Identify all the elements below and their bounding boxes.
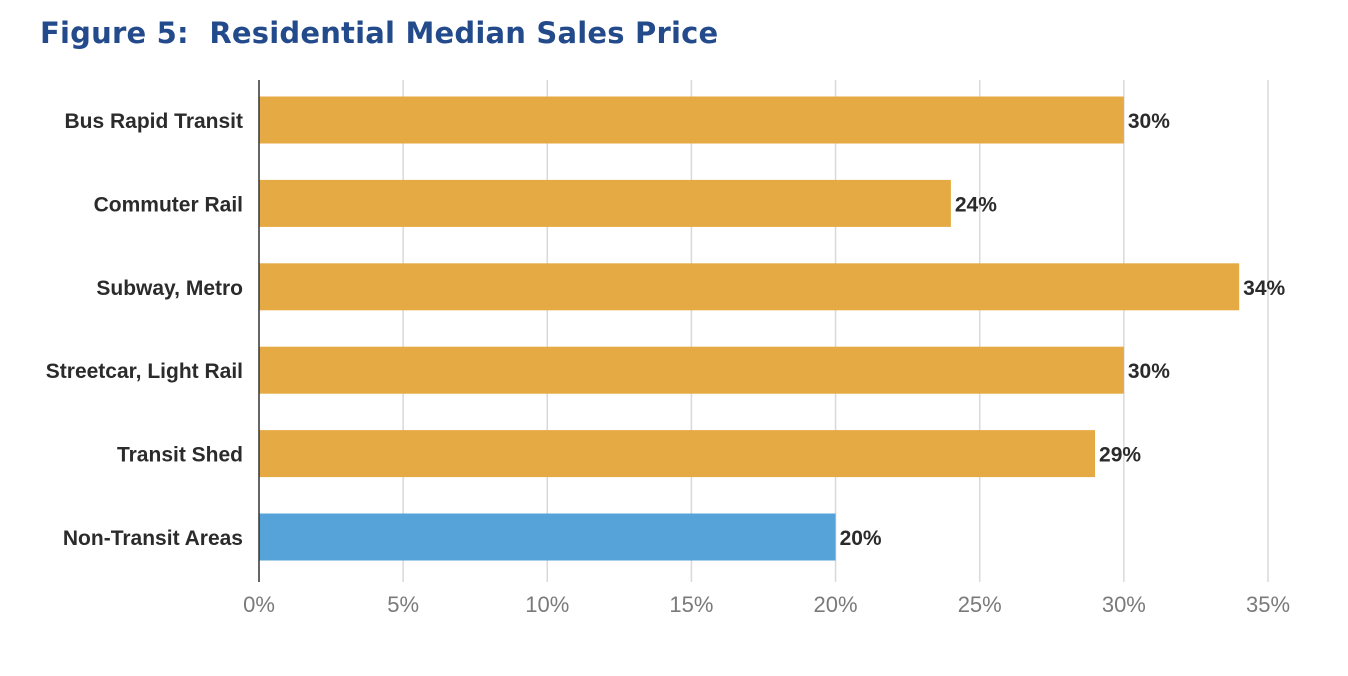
value-label-0: 30% [1128,110,1170,133]
x-tick-label-4: 20% [814,592,858,617]
bar-5 [259,513,836,561]
category-label-4: Transit Shed [117,444,243,467]
x-tick-label-7: 35% [1246,592,1290,617]
bar-2 [259,263,1240,311]
x-tick-label-6: 30% [1102,592,1146,617]
bar-1 [259,179,951,227]
bar-3 [259,346,1124,394]
x-tick-label-0: 0% [243,592,275,617]
x-tick-label-5: 25% [958,592,1002,617]
bar-4 [259,430,1096,478]
value-label-1: 24% [955,193,997,216]
x-tick-label-2: 10% [525,592,569,617]
category-label-3: Streetcar, Light Rail [46,360,243,383]
x-axis-tick-labels: 0% 5% 10% 15% 20% 25% 30% 35% [243,592,1290,617]
category-labels: Bus Rapid Transit Commuter Rail Subway, Me… [46,110,243,550]
bars [259,96,1240,561]
bar-0 [259,96,1124,144]
x-tick-label-3: 15% [669,592,713,617]
value-label-3: 30% [1128,360,1170,383]
category-label-1: Commuter Rail [94,193,243,216]
value-label-5: 20% [840,527,882,550]
x-tick-label-1: 5% [387,592,419,617]
gridlines [402,80,1269,582]
category-label-0: Bus Rapid Transit [64,110,243,133]
category-label-5: Non-Transit Areas [63,527,243,550]
value-labels: 30% 24% 34% 30% 29% 20% [840,110,1286,550]
category-label-2: Subway, Metro [96,277,243,300]
value-label-4: 29% [1099,444,1141,467]
chart-title: Figure 5: Residential Median Sales Price [40,16,719,50]
value-label-2: 34% [1243,277,1285,300]
